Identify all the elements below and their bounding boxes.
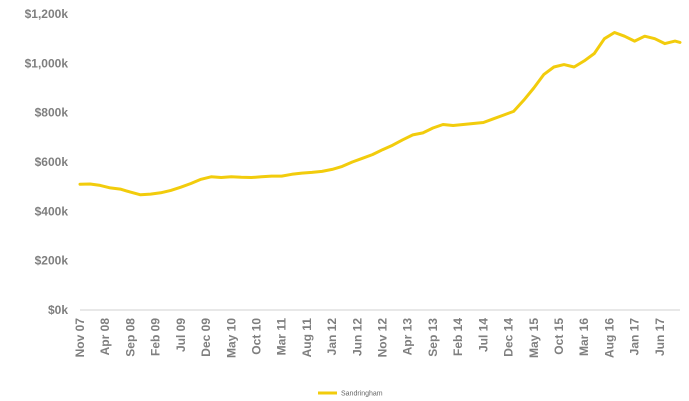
x-tick-label: Dec 09 [199, 318, 213, 357]
x-tick-label: Jan 17 [628, 318, 642, 356]
x-tick-label: Nov 12 [376, 318, 390, 358]
x-tick-label: Jun 12 [350, 318, 364, 356]
x-tick-label: Oct 15 [552, 318, 566, 355]
x-tick-label: Apr 08 [98, 318, 112, 356]
y-tick-label: $200k [35, 254, 69, 268]
x-tick-label: May 15 [527, 318, 541, 358]
series-line [78, 31, 682, 197]
y-axis: $0k $200k $400k $600k $800k $1,000k $1,200k [25, 7, 69, 317]
y-tick-label: $400k [35, 204, 69, 218]
y-tick-label: $1,000k [25, 56, 69, 70]
x-tick-label: Apr 13 [401, 318, 415, 356]
legend-label: Sandringham [341, 391, 383, 398]
x-axis: Nov 07 Apr 08 Sep 08 Feb 09 Jul 09 Dec 09 May … [73, 318, 667, 358]
x-tick-label: Aug 11 [300, 318, 314, 358]
series-group [78, 31, 682, 197]
x-tick-label: Dec 14 [502, 318, 516, 357]
x-tick-label: Mar 16 [577, 318, 591, 356]
y-tick-label: $600k [35, 155, 69, 169]
y-tick-label: $800k [35, 106, 69, 120]
x-tick-label: Sep 13 [426, 318, 440, 357]
x-tick-label: Oct 10 [250, 318, 264, 355]
x-tick-label: Jan 12 [325, 318, 339, 356]
x-tick-label: May 10 [224, 318, 238, 358]
x-tick-label: Jun 17 [653, 318, 667, 356]
x-tick-label: Feb 09 [149, 318, 163, 356]
legend: Sandringham [318, 391, 383, 398]
x-tick-label: Jul 14 [476, 318, 490, 352]
x-tick-label: Mar 11 [275, 318, 289, 356]
x-tick-label: Nov 07 [73, 318, 87, 358]
y-tick-label: $1,200k [25, 7, 69, 21]
x-tick-label: Sep 08 [123, 318, 137, 357]
x-tick-label: Jul 09 [174, 318, 188, 352]
y-tick-label: $0k [48, 303, 68, 317]
x-tick-label: Feb 14 [451, 318, 465, 356]
x-tick-label: Aug 16 [602, 318, 616, 358]
